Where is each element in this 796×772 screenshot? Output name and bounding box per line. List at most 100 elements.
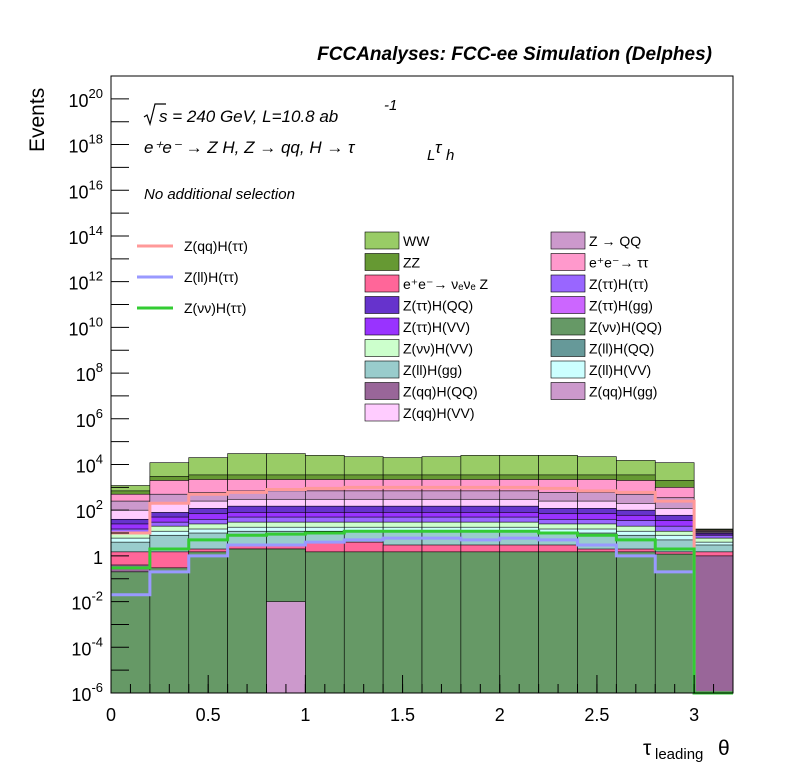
bar-13-13 <box>616 551 656 694</box>
y-tick-label-13: 1020 <box>69 86 104 111</box>
y-tick-label-6: 106 <box>76 406 103 431</box>
bar-13-0 <box>110 571 151 694</box>
legend-col1-label-8: Z(qq)H(VV) <box>403 405 475 421</box>
bar-13-14 <box>654 553 695 694</box>
legend-line-label-1: Z(ll)H(ττ) <box>184 269 239 285</box>
chart-title: FCCAnalyses: FCC-ee Simulation (Delphes) <box>317 44 712 65</box>
legend-col2-swatch-5 <box>550 339 586 357</box>
legend-col1-label-6: Z(ll)H(gg) <box>403 362 462 378</box>
legend-col1-swatch-3 <box>364 296 400 314</box>
y-tick-label-0: 10-6 <box>71 680 103 705</box>
x-tick-label-1: 0.5 <box>196 705 221 725</box>
legend-col1-swatch-0 <box>364 231 400 250</box>
legend-line-label-0: Z(qq)H(ττ) <box>184 238 248 254</box>
bar-13-7 <box>382 551 423 694</box>
x-tick-label-3: 1.5 <box>390 705 415 725</box>
legend-col1-swatch-2 <box>364 274 400 293</box>
y-tick-label-3: 1 <box>93 548 103 568</box>
y-tick-label-4: 102 <box>76 497 103 522</box>
annotation-process-sub2: h <box>446 147 454 164</box>
y-tick-label-10: 1014 <box>69 223 104 248</box>
bar-13-5 <box>305 551 345 694</box>
bar-13-10 <box>499 551 539 694</box>
bar-13-8 <box>421 551 462 694</box>
bar-13-11 <box>538 551 578 694</box>
bar-12-15 <box>693 555 734 694</box>
legend-col1-swatch-8 <box>364 403 400 422</box>
y-tick-label-7: 108 <box>76 360 103 385</box>
legend-col2-label-3: Z(ττ)H(gg) <box>589 298 653 314</box>
annotation-energy-text: s = 240 GeV, L=10.8 ab <box>159 107 338 126</box>
series-13 <box>110 548 695 694</box>
legend-lines: Z(qq)H(ττ) Z(ll)H(ττ) Z(νν)H(ττ) <box>137 238 248 316</box>
legend-col1-label-1: ZZ <box>403 255 421 271</box>
legend: Z(qq)H(ττ) Z(ll)H(ττ) Z(νν)H(ττ) WW ZZ e⁺e⁻→ … <box>137 231 662 422</box>
signal-line-0 <box>111 485 733 695</box>
plot-area <box>110 453 734 695</box>
x-tick-label-2: 1 <box>300 705 310 725</box>
y-tick-label-2: 10-2 <box>71 589 103 614</box>
x-axis: 0 0.5 1 1.5 2 2.5 3 <box>106 675 734 725</box>
legend-col1-swatch-6 <box>364 360 400 379</box>
x-axis-label-theta: θ <box>718 737 730 760</box>
annotation-process-tau2: τ <box>435 138 443 157</box>
signal-line-2 <box>111 529 733 695</box>
bar-13-3 <box>227 548 267 694</box>
legend-col1-label-4: Z(ττ)H(VV) <box>403 319 470 335</box>
bar-13-6 <box>343 551 384 694</box>
legend-col2-swatch-0 <box>550 231 586 250</box>
series-14 <box>266 601 306 694</box>
legend-col2-label-4: Z(νν)H(QQ) <box>589 319 662 335</box>
legend-col2-swatch-2 <box>550 274 586 293</box>
x-axis-label: τ leading θ <box>643 737 730 763</box>
legend-col1-swatch-1 <box>364 253 400 271</box>
legend-col2-swatch-6 <box>550 360 586 379</box>
x-tick-label-6: 3 <box>689 705 699 725</box>
legend-col2-label-1: e⁺e⁻→ ττ <box>589 255 649 271</box>
y-axis-label: Events <box>26 88 49 152</box>
y-tick-label-12: 1018 <box>69 132 104 157</box>
bar-13-2 <box>188 551 228 694</box>
legend-col1-swatch-7 <box>364 382 400 400</box>
bar-13-1 <box>149 567 190 694</box>
y-tick-label-5: 104 <box>76 451 103 476</box>
x-tick-label-5: 2.5 <box>584 705 609 725</box>
y-axis: 10-6 10-4 10-2 1 102 104 106 108 1010 1012 1014 101… <box>69 86 129 705</box>
x-tick-label-4: 2 <box>495 705 505 725</box>
y-tick-label-1: 10-4 <box>71 634 103 659</box>
legend-col2: Z → QQ e⁺e⁻→ ττ Z(ττ)H(ττ) Z(ττ)H(gg) Z(νν)H… <box>550 231 662 400</box>
legend-col2-label-7: Z(qq)H(gg) <box>589 384 657 400</box>
legend-col2-label-6: Z(ll)H(VV) <box>589 362 651 378</box>
annotation-selection: No additional selection <box>144 186 295 203</box>
legend-col1-swatch-4 <box>364 317 400 336</box>
x-axis-label-sub: leading <box>655 746 703 763</box>
bar-13-12 <box>577 551 617 694</box>
annotation-energy: s = 240 GeV, L=10.8 ab -1 <box>143 97 397 127</box>
annotation-process: e⁺e⁻ → Z H, Z → qq, H → τ L τ h <box>144 138 454 164</box>
x-axis-label-tau: τ <box>643 737 652 760</box>
legend-col1-swatch-5 <box>364 339 400 357</box>
bar-14-4 <box>266 601 306 694</box>
y-tick-label-11: 1016 <box>69 177 104 202</box>
legend-col2-label-0: Z → QQ <box>589 233 641 249</box>
legend-col2-label-2: Z(ττ)H(ττ) <box>589 276 648 292</box>
legend-col1-label-5: Z(νν)H(VV) <box>403 341 473 357</box>
legend-col1-label-2: e⁺e⁻→ νₑνₑ Z <box>403 276 489 292</box>
legend-col1-label-3: Z(ττ)H(QQ) <box>403 298 473 314</box>
legend-col2-swatch-1 <box>550 253 586 271</box>
signal-line-1 <box>111 536 733 695</box>
y-tick-label-9: 1012 <box>69 269 104 294</box>
legend-col2-swatch-4 <box>550 317 586 336</box>
annotation-process-sub1: L <box>427 147 435 164</box>
y-tick-label-8: 1010 <box>69 314 104 339</box>
bar-13-9 <box>460 551 501 694</box>
legend-col1: WW ZZ e⁺e⁻→ νₑνₑ Z Z(ττ)H(QQ) Z(ττ)H(VV) Z(νν… <box>364 231 489 422</box>
legend-col2-label-5: Z(ll)H(QQ) <box>589 341 654 357</box>
annotation-process-text: e⁺e⁻ → Z H, Z → qq, H → τ <box>144 138 356 157</box>
legend-col2-swatch-3 <box>550 296 586 314</box>
annotation-energy-exp: -1 <box>384 97 397 114</box>
legend-col1-label-7: Z(qq)H(QQ) <box>403 384 478 400</box>
legend-line-label-2: Z(νν)H(ττ) <box>184 300 246 316</box>
x-tick-label-0: 0 <box>106 705 116 725</box>
